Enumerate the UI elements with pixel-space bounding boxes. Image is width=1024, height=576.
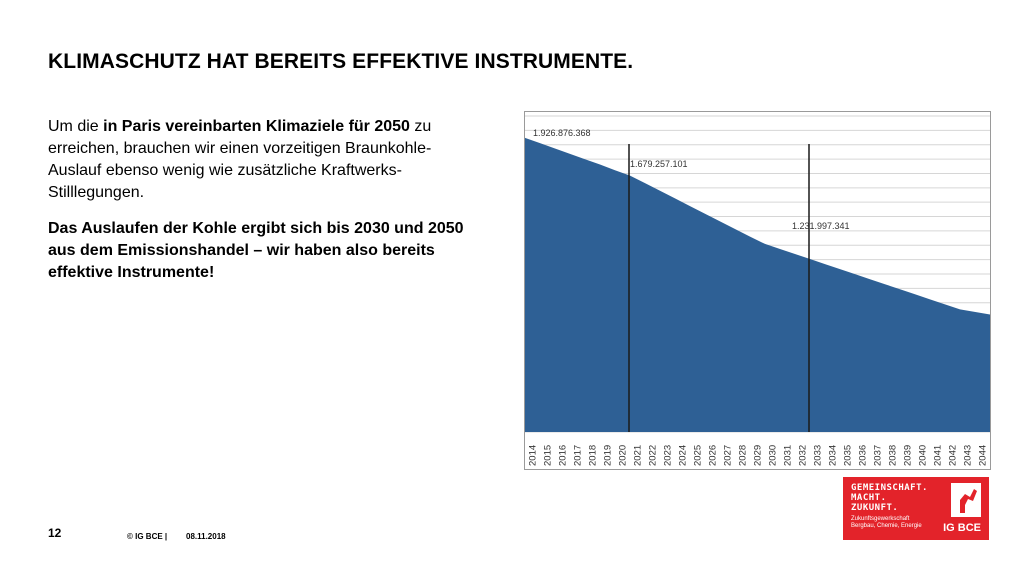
logo-subtitle-line2: Bergbau, Chemie, Energie xyxy=(851,523,922,529)
x-tick-label: 2040 xyxy=(918,445,929,466)
x-tick-label: 2041 xyxy=(933,445,944,466)
logo-slogan-line3: ZUKUNFT. xyxy=(851,503,899,513)
x-tick-label: 2034 xyxy=(828,445,839,466)
x-tick-label: 2021 xyxy=(633,445,644,466)
x-tick-label: 2014 xyxy=(528,445,539,466)
x-tick-label: 2022 xyxy=(648,445,659,466)
x-tick-label: 2042 xyxy=(948,445,959,466)
x-tick-label: 2025 xyxy=(693,445,704,466)
body-text: Um die in Paris vereinbarten Klimaziele … xyxy=(48,116,478,298)
logo-slogan-line1: GEMEINSCHAFT. xyxy=(851,483,928,493)
data-label: 1.926.876.368 xyxy=(533,128,591,138)
footer-copyright: © IG BCE | xyxy=(127,532,168,541)
emissions-chart-svg: 1.926.876.368 1.679.257.101 1.231.997.341 2… xyxy=(525,115,990,466)
x-tick-label: 2031 xyxy=(783,445,794,466)
emissions-chart: 1.926.876.368 1.679.257.101 1.231.997.341 2… xyxy=(524,111,991,470)
x-tick-label: 2028 xyxy=(738,445,749,466)
x-tick-label: 2018 xyxy=(588,445,599,466)
x-tick-label: 2035 xyxy=(843,445,854,466)
x-tick-label: 2036 xyxy=(858,445,869,466)
x-tick-label: 2017 xyxy=(573,445,584,466)
page-number: 12 xyxy=(48,526,62,540)
logo-subtitle: Zukunftsgewerkschaft Bergbau, Chemie, Ene… xyxy=(851,516,933,530)
x-tick-label: 2024 xyxy=(678,445,689,466)
x-tick-label: 2043 xyxy=(963,445,974,466)
paragraph-conclusion: Das Auslaufen der Kohle ergibt sich bis … xyxy=(48,218,478,284)
x-tick-label: 2037 xyxy=(873,445,884,466)
ig-bce-logo: GEMEINSCHAFT. MACHT. ZUKUNFT. Zukunftsge… xyxy=(843,477,989,540)
x-tick-label: 2030 xyxy=(768,445,779,466)
data-label: 1.231.997.341 xyxy=(792,221,850,231)
logo-subtitle-line1: Zukunftsgewerkschaft xyxy=(851,516,910,522)
intro-text-highlight: in Paris vereinbarten Klimaziele für 205… xyxy=(103,118,410,135)
footer-date: 08.11.2018 xyxy=(186,532,226,541)
conclusion-text: Das Auslaufen der Kohle ergibt sich bis … xyxy=(48,220,464,281)
emissions-area xyxy=(525,137,990,433)
x-tick-label: 2033 xyxy=(813,445,824,466)
data-label: 1.679.257.101 xyxy=(630,159,688,169)
ig-bce-emblem-icon xyxy=(951,483,981,517)
page-title: KLIMASCHUTZ HAT BEREITS EFFEKTIVE INSTRU… xyxy=(48,50,634,73)
x-tick-label: 2016 xyxy=(558,445,569,466)
paragraph-intro: Um die in Paris vereinbarten Klimaziele … xyxy=(48,116,478,204)
intro-text-start: Um die xyxy=(48,118,104,135)
x-tick-label: 2044 xyxy=(978,445,989,466)
x-tick-label: 2029 xyxy=(753,445,764,466)
x-tick-label: 2032 xyxy=(798,445,809,466)
x-tick-label: 2019 xyxy=(603,445,614,466)
x-tick-label: 2020 xyxy=(618,445,629,466)
intro-text-end: zu erreichen, brauchen wir einen vorzeit… xyxy=(48,118,432,201)
x-tick-label: 2027 xyxy=(723,445,734,466)
x-tick-label: 2039 xyxy=(903,445,914,466)
logo-wordmark: IG BCE xyxy=(943,522,981,534)
logo-slogan-line2: MACHT. xyxy=(851,493,887,503)
x-tick-label: 2015 xyxy=(543,445,554,466)
x-tick-label: 2023 xyxy=(663,445,674,466)
x-tick-label: 2026 xyxy=(708,445,719,466)
x-tick-label: 2038 xyxy=(888,445,899,466)
